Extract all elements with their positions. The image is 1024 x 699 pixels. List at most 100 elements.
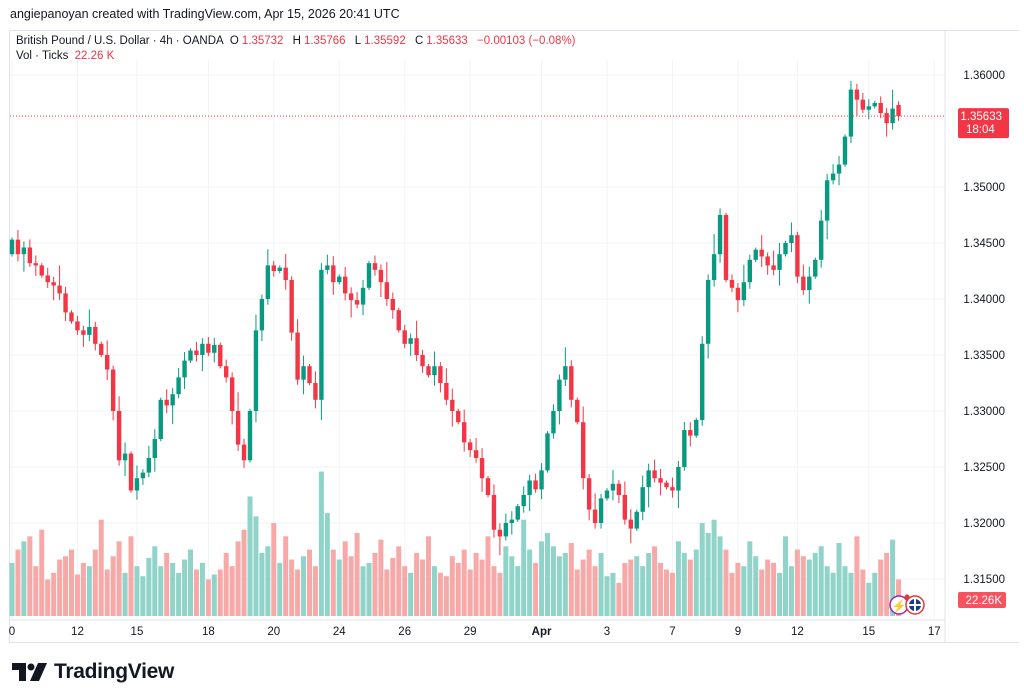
volume-bar (402, 566, 408, 616)
candle-body (854, 89, 860, 100)
candle-body (390, 299, 395, 311)
volume-bar (616, 582, 622, 616)
volume-bar (80, 562, 86, 616)
volume-bar (188, 549, 193, 616)
candle-body (688, 430, 693, 436)
candle-body (408, 338, 413, 344)
candle-body (247, 411, 253, 461)
tradingview-logo[interactable]: TradingView (12, 660, 174, 684)
candle-body (158, 399, 163, 439)
candle-body (432, 366, 437, 376)
volume-indicator-title[interactable]: Vol · Ticks (16, 50, 69, 62)
candle-body (563, 366, 568, 380)
volume-bar (527, 549, 533, 616)
candle-body (527, 480, 532, 495)
volume-bar (800, 556, 806, 616)
candle-body (824, 180, 830, 221)
candle-body (81, 330, 86, 335)
volume-bar (473, 552, 479, 616)
candle-body (75, 321, 80, 331)
candle-body (711, 254, 717, 280)
y-tick-label: 1.33000 (963, 406, 1005, 418)
candle-body (575, 399, 580, 423)
candle-body (325, 265, 330, 270)
candle-body (729, 279, 735, 288)
volume-bar (729, 572, 735, 616)
candle-body (289, 279, 294, 333)
volume-badge (958, 592, 1006, 608)
volume-bar (146, 557, 152, 616)
volume-bar (199, 562, 205, 616)
volume-bar (658, 562, 664, 616)
candle-body (313, 383, 318, 400)
candle-body (128, 453, 134, 491)
candle-body (670, 487, 675, 491)
volume-bar (312, 566, 318, 616)
legend-ohlc-row: British Pound / U.S. Dollar · 4h · OANDA… (16, 34, 579, 49)
candle-body (182, 360, 187, 378)
candle-body (253, 330, 259, 411)
candle-body (438, 366, 443, 383)
footer-brand: TradingView (54, 660, 175, 683)
volume-bar (860, 569, 866, 616)
volume-bar (170, 562, 176, 616)
candle-body (360, 287, 366, 305)
x-tick-label: 18 (202, 626, 215, 638)
x-tick-label: 3 (604, 626, 610, 638)
volume-bar (884, 552, 890, 616)
candle-body (860, 99, 866, 110)
volume-bar (598, 552, 604, 616)
volume-bar (74, 574, 80, 616)
y-tick-label: 1.36000 (963, 70, 1005, 82)
volume-bar (818, 546, 824, 616)
volume-bar (723, 549, 729, 616)
volume-bar (158, 566, 164, 616)
candle-body (140, 472, 146, 479)
volume-bar (485, 536, 491, 616)
candle-body (503, 523, 509, 537)
volume-bar (318, 471, 324, 616)
volume-bar (705, 533, 711, 616)
candle-body (283, 267, 288, 280)
candle-body (723, 215, 729, 280)
volume-bar (640, 566, 646, 616)
candle-body (206, 343, 211, 353)
volume-bar (646, 552, 652, 616)
candle-body (848, 89, 854, 137)
volume-bar (741, 566, 747, 616)
volume-bar (342, 541, 348, 616)
volume-bar (669, 572, 675, 616)
candle-body (741, 282, 747, 301)
volume-bar (652, 546, 658, 616)
volume-bar (15, 549, 21, 616)
volume-bar (687, 559, 693, 616)
low-label: L (354, 35, 362, 47)
volume-bar (217, 569, 223, 616)
x-tick-label: 29 (464, 626, 477, 638)
volume-bar (479, 559, 485, 616)
volume-bar (271, 523, 277, 616)
y-tick-label: 1.32000 (963, 518, 1005, 530)
volume-bar (21, 541, 27, 616)
volume-bar (622, 562, 628, 616)
candle-body (420, 355, 425, 367)
x-tick-label: 15 (131, 626, 144, 638)
open-value: 1.35732 (241, 35, 284, 47)
volume-bar (842, 566, 848, 616)
y-tick-label: 1.34500 (963, 238, 1005, 250)
volume-bar (390, 557, 396, 616)
candle-body (694, 419, 699, 436)
candle-body (842, 136, 848, 165)
volume-bar (515, 566, 521, 616)
volume-bar (277, 562, 283, 616)
volume-bar (604, 576, 610, 616)
volume-bar (699, 523, 705, 616)
candle-body (307, 366, 312, 383)
candle-body (509, 519, 514, 523)
volume-bar (414, 552, 420, 616)
volume-bar (562, 552, 568, 616)
volume-bar (45, 579, 51, 616)
symbol-title[interactable]: British Pound / U.S. Dollar · 4h · OANDA (16, 35, 224, 47)
high-value: 1.35766 (303, 35, 346, 47)
